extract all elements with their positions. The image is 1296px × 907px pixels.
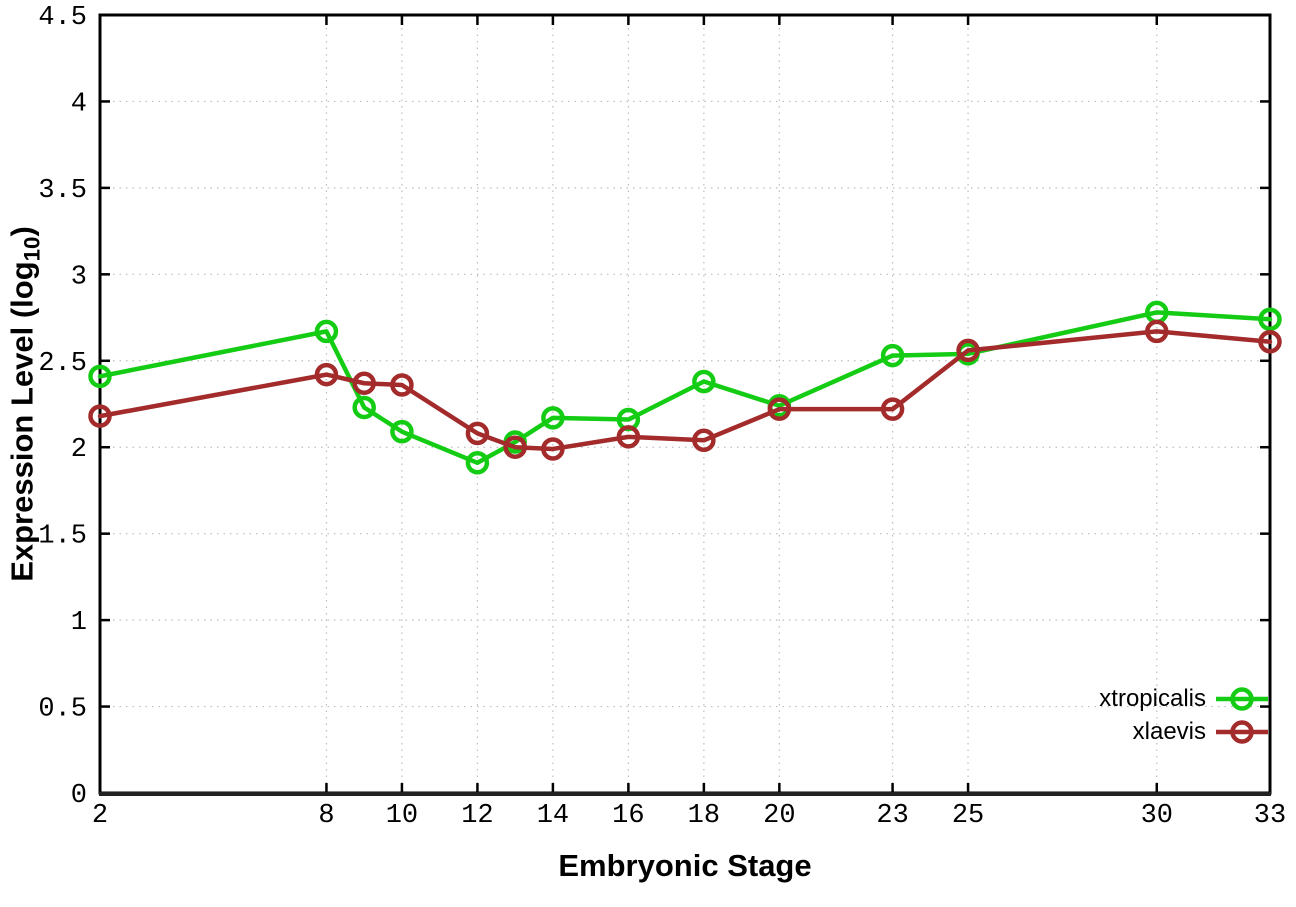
data-point-xtropicalis-stage-14 <box>541 406 565 430</box>
y-axis-title-suffix: ) <box>4 226 40 237</box>
series-line-xlaevis <box>97 329 1273 452</box>
data-point-xlaevis-stage-20 <box>767 397 792 421</box>
data-point-xlaevis-stage-30 <box>1145 319 1169 344</box>
y-axis-title: Expression Level (log10) <box>4 226 45 582</box>
x-tick-label-12: 12 <box>461 801 493 831</box>
y-axis-title-subscript: 10 <box>19 236 45 262</box>
data-point-xlaevis-stage-16 <box>616 425 641 449</box>
legend-label-xlaevis: xlaevis <box>1132 717 1206 745</box>
x-tick-label-23: 23 <box>876 801 908 831</box>
legend: xtropicalis xlaevis <box>1099 682 1268 748</box>
y-tick-label-0.5: 0.5 <box>38 695 87 725</box>
legend-item-xlaevis: xlaevis <box>1133 715 1268 748</box>
legend-label-xtropicalis: xtropicalis <box>1099 684 1206 712</box>
legend-marker-icon-xlaevis <box>1216 719 1268 744</box>
data-point-xtropicalis-stage-23 <box>880 343 905 368</box>
data-point-xtropicalis-stage-12 <box>465 451 490 475</box>
x-tick-label-20: 20 <box>763 801 795 831</box>
x-tick-label-25: 25 <box>952 801 984 831</box>
legend-circle-icon <box>1230 719 1254 744</box>
y-tick-label-2: 2 <box>71 435 87 465</box>
x-tick-label-8: 8 <box>318 801 334 831</box>
y-axis-title-text: Expression Level (log <box>4 261 40 582</box>
y-tick-label-4: 4 <box>71 89 87 119</box>
y-tick-label-1.5: 1.5 <box>38 522 87 552</box>
x-tick-label-16: 16 <box>612 801 644 831</box>
x-tick-label-2: 2 <box>92 801 108 831</box>
x-tick-label-14: 14 <box>537 801 569 831</box>
legend-circle-icon <box>1230 686 1254 711</box>
y-tick-label-4.5: 4.5 <box>38 3 87 33</box>
legend-item-xtropicalis: xtropicalis <box>1099 682 1268 715</box>
x-tick-label-30: 30 <box>1141 801 1173 831</box>
data-point-xlaevis-stage-14 <box>541 437 565 461</box>
data-point-xlaevis-stage-9 <box>352 371 376 396</box>
data-point-xtropicalis-stage-18 <box>692 369 716 394</box>
y-tick-label-0: 0 <box>71 781 87 811</box>
data-point-xlaevis-stage-18 <box>692 428 716 453</box>
data-point-xlaevis-stage-10 <box>390 373 414 397</box>
data-point-xtropicalis-stage-2 <box>88 364 112 389</box>
y-tick-label-2.5: 2.5 <box>38 349 87 379</box>
data-point-xlaevis-stage-33 <box>1258 330 1282 354</box>
data-point-xlaevis-stage-12 <box>465 421 490 446</box>
legend-marker-icon-xtropicalis <box>1216 686 1268 711</box>
y-tick-label-3.5: 3.5 <box>38 176 87 206</box>
data-point-xtropicalis-stage-8 <box>314 319 339 344</box>
data-point-xlaevis-stage-8 <box>314 362 339 387</box>
x-tick-label-33: 33 <box>1254 801 1286 831</box>
data-point-xlaevis-stage-23 <box>880 397 905 421</box>
x-tick-label-10: 10 <box>386 801 418 831</box>
x-axis-title: Embryonic Stage <box>558 848 812 883</box>
x-tick-label-18: 18 <box>688 801 720 831</box>
data-point-xtropicalis-stage-33 <box>1258 307 1282 332</box>
y-tick-label-3: 3 <box>71 262 87 292</box>
data-point-xlaevis-stage-13 <box>503 435 527 459</box>
data-point-xlaevis-stage-25 <box>956 338 980 363</box>
data-point-xtropicalis-stage-9 <box>352 395 376 420</box>
data-point-xtropicalis-stage-10 <box>390 419 414 444</box>
y-tick-label-1: 1 <box>71 608 87 638</box>
data-point-xlaevis-stage-2 <box>88 404 112 428</box>
plot-border <box>98 13 1272 795</box>
